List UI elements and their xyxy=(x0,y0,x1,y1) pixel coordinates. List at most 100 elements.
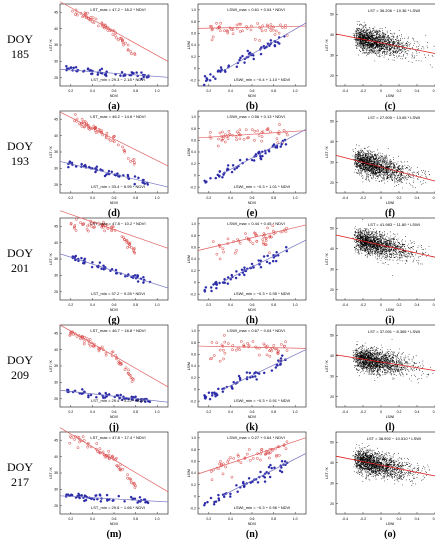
max-point xyxy=(81,435,85,438)
max-point xyxy=(273,33,277,36)
max-point xyxy=(274,29,278,33)
lst-lswi-x-tick-label: 0.4 xyxy=(415,517,420,521)
lst-ndvi-y-tick-label: 40 xyxy=(54,134,58,138)
y-axis-title: LST / K xyxy=(49,253,53,265)
equation-top: LSWI_max = 0.67 − 0.04 * NDVI xyxy=(227,328,285,333)
lst-lswi-y-tick-label: 40 xyxy=(330,461,334,465)
plot-area: 0.2 0.4 0.6 0.8 1.0 25 30 35 40 45 LST_max = 46.7 … xyxy=(49,324,169,419)
min-fit-line xyxy=(221,128,307,175)
max-point xyxy=(276,352,280,355)
lst-lswi-x-tick-label: 0.2 xyxy=(397,303,402,307)
max-point xyxy=(265,236,268,240)
max-point xyxy=(218,25,221,29)
min-point xyxy=(268,475,272,479)
max-point xyxy=(118,467,122,471)
max-point xyxy=(260,29,264,33)
max-point xyxy=(74,229,78,232)
max-point xyxy=(225,29,229,33)
lswi-ndvi-y-tick-label: 1.0 xyxy=(191,115,196,119)
min-point xyxy=(259,265,263,269)
y-axis-title: LST / K xyxy=(49,360,53,372)
lst-lswi-y-tick-label: 50 xyxy=(330,333,334,337)
min-point xyxy=(255,378,258,381)
lst-ndvi-x-tick-label: 1.0 xyxy=(155,89,160,93)
panel-lswi-ndvi: 0.2 0.4 0.6 0.8 1.0 -0.2 0 0.2 0.4 0.6 0.8 1.0 LSWI_… xyxy=(187,324,310,427)
lswi-ndvi-y-tick-label: -0.2 xyxy=(190,185,196,189)
max-point xyxy=(238,241,242,245)
max-point xyxy=(127,242,131,245)
max-point xyxy=(220,138,224,142)
max-point xyxy=(238,128,242,132)
plot-area: 0.2 0.4 0.6 0.8 1.0 25 30 35 40 45 LST_max = 47.2 … xyxy=(49,1,169,98)
max-point xyxy=(244,128,248,132)
equation-top: LST_max = 46.2 − 14.6 * NDVI xyxy=(90,114,145,119)
lst-ndvi-x-tick-label: 1.0 xyxy=(155,303,160,307)
max-point xyxy=(73,225,76,229)
min-point xyxy=(104,391,107,395)
chart-svg: -0.4 -0.2 0 0.2 0.4 0.6 20 30 40 50 LST = 38.992 −… xyxy=(325,431,435,526)
min-point xyxy=(133,175,137,178)
max-point xyxy=(130,52,133,56)
max-point xyxy=(86,126,90,130)
lst-ndvi-x-tick-label: 0.2 xyxy=(68,89,73,93)
panel-label: (h) xyxy=(245,315,259,326)
max-point xyxy=(118,37,122,40)
min-point xyxy=(99,168,102,171)
y-axis-title: LST / K xyxy=(325,253,329,265)
max-point xyxy=(226,460,230,464)
max-point xyxy=(129,376,133,380)
max-point xyxy=(215,252,219,256)
plot-area: -0.4 -0.2 0 0.2 0.4 0.6 20 30 40 50 LST = 38.992 −… xyxy=(325,431,435,526)
max-point xyxy=(121,467,125,471)
max-point xyxy=(262,242,266,246)
max-point xyxy=(103,229,107,233)
max-point xyxy=(74,113,77,116)
chart-svg: 0.2 0.4 0.6 0.8 1.0 25 30 35 40 45 LST_max = 47.8 … xyxy=(49,210,169,312)
max-point xyxy=(255,457,259,460)
max-point xyxy=(123,368,127,371)
lst-ndvi-y-tick-label: 30 xyxy=(54,274,58,278)
lswi-ndvi-x-tick-label: 0.4 xyxy=(228,196,233,200)
panel-label: (g) xyxy=(108,315,120,326)
max-point xyxy=(261,238,265,241)
min-point xyxy=(145,75,149,79)
max-point xyxy=(285,440,289,444)
lst-ndvi-y-tick-label: 35 xyxy=(54,43,58,47)
lswi-ndvi-y-tick-label: 0.2 xyxy=(191,376,196,380)
lswi-ndvi-x-tick-label: 0.4 xyxy=(228,517,233,521)
lswi-ndvi-y-tick-label: 0.4 xyxy=(191,150,196,154)
min-point xyxy=(277,359,280,362)
max-point xyxy=(112,140,116,144)
max-point xyxy=(126,476,129,480)
max-point xyxy=(90,225,94,228)
plot-frame xyxy=(197,3,307,87)
equation-bottom: LST_min = 37.2 − 9.28 * NDVI xyxy=(91,291,145,296)
max-point xyxy=(219,29,222,33)
min-point xyxy=(96,73,100,76)
min-point xyxy=(279,357,283,360)
max-point xyxy=(133,247,136,250)
max-point xyxy=(271,229,275,233)
max-point xyxy=(83,11,87,15)
min-point xyxy=(252,159,256,162)
min-point xyxy=(247,477,251,480)
min-point xyxy=(139,400,143,403)
min-point xyxy=(243,266,246,269)
equation-background xyxy=(356,7,432,14)
max-point xyxy=(71,9,74,13)
min-point xyxy=(142,276,145,279)
min-point xyxy=(263,480,267,483)
lst-ndvi-x-tick-label: 0.8 xyxy=(133,196,138,200)
y-axis-title: LSWI xyxy=(187,469,191,478)
max-point xyxy=(226,342,230,345)
min-point xyxy=(230,273,233,277)
max-point xyxy=(224,133,227,136)
lst-lswi-x-tick-label: 0.2 xyxy=(397,196,402,200)
max-point xyxy=(221,136,225,140)
lswi-ndvi-x-tick-label: 0.6 xyxy=(250,196,255,200)
min-point xyxy=(140,77,143,81)
min-point xyxy=(267,465,271,469)
max-point xyxy=(271,224,275,228)
scatter-points xyxy=(352,443,430,486)
max-point xyxy=(223,340,227,344)
